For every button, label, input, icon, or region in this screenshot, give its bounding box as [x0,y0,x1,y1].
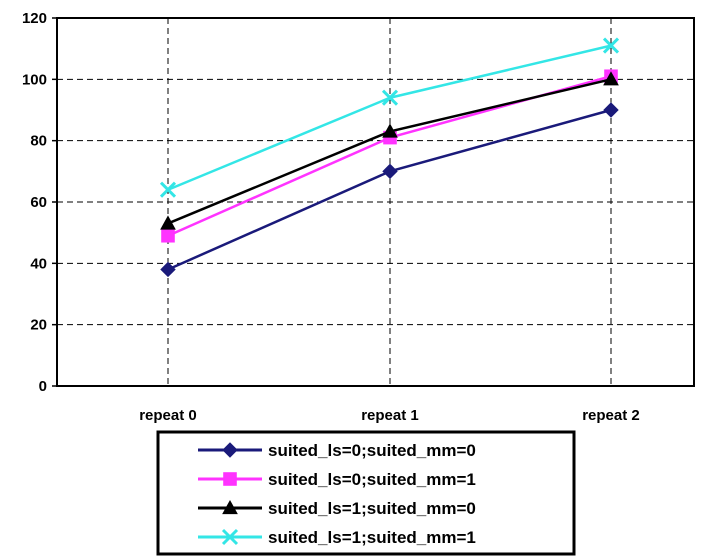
data-point-marker [160,261,176,278]
data-point-marker [159,181,177,198]
data-point-marker [382,163,398,180]
y-tick-label: 80 [30,133,47,150]
legend-item: suited_ls=1;suited_mm=0 [198,499,476,518]
plot-frame [56,17,695,387]
axes [52,17,695,387]
legend-label: suited_ls=0;suited_mm=0 [268,441,476,460]
y-tick-label: 20 [30,317,47,334]
x-tick-label: repeat 0 [139,407,197,424]
data-point-marker [160,215,176,230]
y-tick-labels: 0 20 40 60 80 100 120 [22,10,47,395]
series-4 [159,37,620,198]
data-point-marker [603,102,619,118]
legend: suited_ls=0;suited_mm=0 suited_ls=0;suite… [156,430,576,556]
series-lines [159,37,620,278]
data-point-marker [602,37,620,54]
x-tick-labels: repeat 0 repeat 1 repeat 2 [139,407,640,424]
legend-label: suited_ls=1;suited_mm=0 [268,499,476,518]
gridlines [57,78,694,326]
legend-swatch-marker [223,472,237,486]
y-tick-label: 60 [30,194,47,211]
legend-item: suited_ls=0;suited_mm=1 [198,470,476,489]
x-tick-label: repeat 2 [582,407,640,424]
data-point-marker [161,228,175,243]
y-tick-label: 120 [22,10,47,27]
legend-swatch-marker [222,442,238,458]
category-drop-lines [167,18,612,386]
y-tick-label: 0 [39,378,47,395]
data-point-marker [382,123,398,138]
legend-label: suited_ls=1;suited_mm=1 [268,528,476,547]
y-tick-label: 40 [30,255,47,272]
legend-item: suited_ls=0;suited_mm=0 [198,441,476,460]
series-3 [160,71,619,230]
legend-label: suited_ls=0;suited_mm=1 [268,470,476,489]
series-1 [160,102,619,278]
data-point-marker [603,71,619,86]
y-tick-label: 100 [22,71,47,88]
data-point-marker [381,89,399,106]
x-tick-label: repeat 1 [361,407,419,424]
legend-swatch-marker [222,499,238,515]
legend-swatch-marker [221,528,239,546]
legend-item: suited_ls=1;suited_mm=1 [198,528,476,547]
